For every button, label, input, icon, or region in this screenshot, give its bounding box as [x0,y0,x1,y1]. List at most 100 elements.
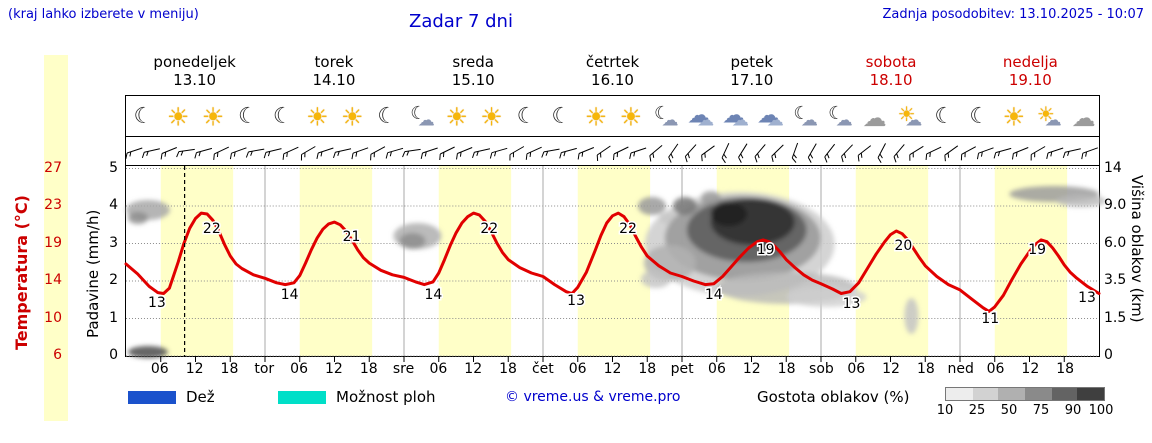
moon-sm-glyph: ☾ [793,103,810,125]
wind-barb [489,147,508,159]
temperature-point-label: 22 [619,221,637,237]
wind-barb [229,147,247,160]
sun-icon: ☀ [613,99,649,135]
moon-cloud-icon: ☾ ☁ [648,99,684,135]
x-axis-tick: pet [670,361,694,377]
wind-barb [263,148,282,159]
wind-barb [245,148,265,158]
wind-barb [316,147,334,160]
sun-cloud-icon: ☀ ☁ [1031,99,1067,135]
day-name: ponedeljek [153,53,236,71]
clouds-icon: ☁ ☁ [683,99,719,135]
x-axis-tick: 18 [777,361,796,377]
wind-barb [160,147,177,160]
temperature-point-label: 19 [1028,242,1046,258]
day-name: torek [314,53,354,71]
cloud-axis-tick: 1.5 [1104,309,1127,326]
cloud-blob [640,270,671,288]
temperature-point-label: 22 [480,221,498,237]
temperature-point-label: 20 [895,238,913,254]
wind-barb [176,148,195,158]
sun-icon: ☀ [439,99,475,135]
cloud-cover-layer [126,186,1106,358]
x-axis-tick: 12 [882,361,900,377]
temperature-point-label: 19 [757,242,775,258]
moon-glyph: ☾ [133,104,154,129]
copyright-link[interactable]: © vreme.us & vreme.pro [505,389,681,405]
density-scale-tick: 10 [936,403,954,418]
sun-icon: ☀ [474,99,510,135]
wind-barb [701,145,715,162]
temperature-point-label: 22 [203,221,221,237]
temperature-point-label: 13 [1078,290,1096,306]
day-header-1: ponedeljek 13.10 [153,53,235,89]
x-axis-tick: tor [254,361,275,377]
sun-sm-glyph: ☀ [1036,102,1055,127]
wind-barb [1030,146,1046,161]
cloud-axis-tick: 14 [1104,159,1122,176]
wind-barb [909,145,924,161]
day-date: 14.10 [312,71,356,89]
rain-legend-swatch [128,391,176,404]
sun-glyph: ☀ [201,102,225,132]
cloud-b-glyph: ☁ [722,102,746,129]
sun-glyph: ☀ [167,102,190,132]
day-date: 17.10 [730,71,774,89]
wind-barb [1011,147,1029,160]
wind-barb [596,145,611,162]
sun-glyph: ☀ [306,102,329,132]
sun-glyph: ☀ [1002,102,1026,132]
moon-cloud-icon: ☾ ☁ [787,99,823,135]
precip-axis-tick: 1 [109,309,118,326]
moon-glyph: ☾ [272,104,293,129]
temperature-point-label: 14 [424,287,442,303]
x-axis-tick: 06 [568,361,587,377]
temperature-point-label: 14 [281,287,299,303]
moon-glyph: ☾ [377,104,398,129]
precip-axis-tick: 5 [109,159,118,176]
cloud-axis-tick: 9.0 [1104,197,1127,213]
x-axis-tick: ned [947,361,974,377]
wind-barb [960,146,976,161]
moon-glyph: ☾ [238,104,258,129]
temperature-point-label: 13 [843,296,861,312]
wind-barbs-row [125,137,1100,166]
moon-icon: ☾ [265,99,301,135]
wind-barb [402,148,421,158]
rain-legend-label: Dež [186,388,215,406]
day-header-2: torek 14.10 [312,53,355,89]
wind-barb [213,146,230,160]
x-axis-tick: 12 [1021,361,1040,377]
x-axis-tick: 06 [290,361,309,377]
wind-barb [841,144,853,163]
cloud-icon: ☁ [1066,99,1102,135]
temp-axis-tick: 14 [44,272,62,288]
density-scale-tick: 75 [1032,403,1050,418]
x-axis-tick: 06 [150,361,169,377]
menu-hint: (kraj lahko izberete v meniju) [8,7,199,22]
wind-barb [300,146,316,161]
sun-icon: ☀ [195,99,231,135]
wind-barb [893,144,905,163]
sun-icon: ☀ [160,99,196,135]
precip-axis-tick: 0 [109,347,118,363]
day-date: 18.10 [869,71,913,89]
cloud-ov-glyph: ☁ [661,110,679,131]
showers-legend-label: Možnost ploh [336,388,436,406]
sun-sm-glyph: ☀ [897,102,916,127]
cloud-ov-glyph: ☁ [417,110,435,131]
wind-barb [439,146,455,161]
wind-barb [351,147,369,160]
wind-barb [668,143,679,163]
wind-barbs-svg [125,142,1098,164]
cloud-blob [399,233,426,249]
wind-barb [577,147,595,160]
wind-barb [1046,147,1064,160]
temperature-point-label: 13 [567,293,585,309]
cloud-b-glyph: ☁ [756,102,780,129]
moon-icon: ☾ [961,99,997,135]
cloud-blob [710,202,747,226]
temp-axis-tick: 6 [53,347,62,363]
moon-sm-glyph: ☾ [828,103,845,125]
sun-glyph: ☀ [480,102,503,132]
